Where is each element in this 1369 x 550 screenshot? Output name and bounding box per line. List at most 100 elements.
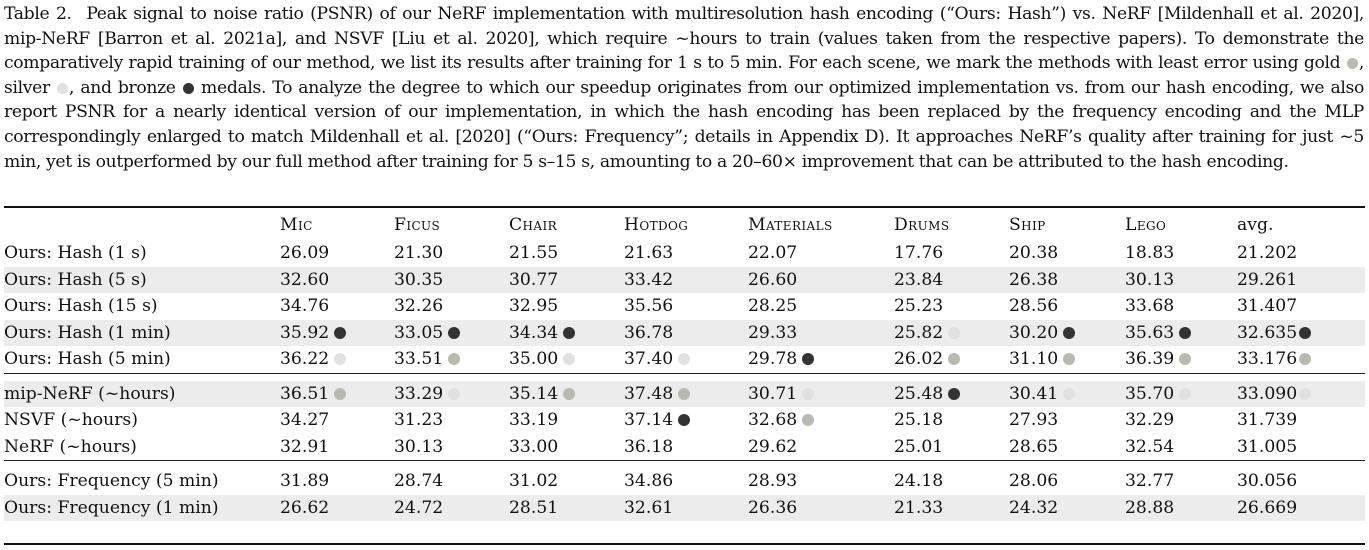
psnr-value: 29.33	[748, 322, 798, 343]
psnr-cell: 26.02	[894, 346, 1009, 373]
psnr-cell: 26.62	[280, 494, 394, 521]
header-ficus: Ficus	[394, 215, 441, 235]
method-name-cell: Ours: Hash (5 min)	[4, 349, 171, 370]
top-rule	[4, 206, 1365, 208]
psnr-cell: 28.51	[509, 494, 624, 521]
psnr-cell: 32.60	[280, 266, 394, 293]
gold-medal-icon	[563, 387, 575, 400]
psnr-value: 36.51	[280, 383, 330, 404]
method-name-cell: Ours: Frequency (5 min)	[4, 471, 219, 492]
psnr-value: 33.176	[1237, 349, 1298, 370]
psnr-cell: 26.669	[1237, 494, 1365, 521]
psnr-value: 30.13	[394, 436, 444, 457]
psnr-cell: 33.00	[509, 434, 624, 461]
bronze-medal-icon	[182, 82, 194, 94]
psnr-value: 28.74	[394, 471, 444, 492]
psnr-value: 25.18	[894, 410, 944, 431]
psnr-value: 26.62	[280, 497, 330, 518]
method-name-cell: NeRF (~hours)	[4, 436, 137, 457]
silver-medal-icon	[1299, 387, 1312, 400]
psnr-cell: 35.70	[1125, 380, 1237, 407]
psnr-value: 28.93	[748, 471, 798, 492]
silver-medal-icon	[802, 387, 814, 400]
psnr-value: 24.72	[394, 497, 444, 518]
psnr-value: 32.29	[1125, 410, 1175, 431]
method-name-cell: Ours: Frequency (1 min)	[4, 494, 280, 521]
psnr-cell: 30.13	[394, 434, 509, 461]
psnr-cell: 34.27	[280, 407, 394, 434]
psnr-cell: 26.38	[1009, 266, 1125, 293]
psnr-value: 29.62	[748, 436, 798, 457]
psnr-cell: 33.176	[1237, 346, 1365, 373]
psnr-cell: 26.36	[748, 494, 894, 521]
psnr-cell: 31.739	[1237, 407, 1365, 434]
psnr-cell: 24.72	[394, 494, 509, 521]
psnr-cell: 28.56	[1009, 293, 1125, 320]
psnr-value: 24.18	[894, 471, 944, 492]
header-ship: Ship	[1009, 215, 1046, 235]
psnr-value: 25.01	[894, 436, 944, 457]
bronze-medal-icon	[802, 353, 814, 366]
psnr-cell: 33.19	[509, 407, 624, 434]
psnr-cell: 35.63	[1125, 319, 1237, 346]
psnr-cell: 36.18	[624, 434, 748, 461]
group-separator	[4, 460, 1365, 468]
psnr-value: 26.09	[280, 243, 330, 264]
psnr-cell: 36.51	[280, 380, 394, 407]
psnr-value: 33.19	[509, 410, 559, 431]
psnr-cell: 17.76	[894, 240, 1009, 267]
group-separator	[4, 372, 1365, 381]
method-name-cell: Ours: Hash (15 s)	[4, 296, 158, 317]
psnr-value: 31.02	[509, 471, 559, 492]
silver-medal-icon	[1063, 387, 1075, 400]
psnr-cell: 25.48	[894, 380, 1009, 407]
gold-medal-icon	[1299, 353, 1312, 366]
psnr-cell: 23.84	[894, 266, 1009, 293]
psnr-cell: 26.09	[280, 240, 394, 267]
psnr-value: 35.63	[1125, 322, 1175, 343]
header-mic: Mic	[280, 215, 313, 235]
psnr-value: 29.78	[748, 349, 798, 370]
psnr-cell: 32.68	[748, 407, 894, 434]
psnr-value: 27.93	[1009, 410, 1059, 431]
psnr-cell: 37.14	[624, 407, 748, 434]
psnr-cell: 30.77	[509, 266, 624, 293]
psnr-cell: 27.93	[1009, 407, 1125, 434]
bronze-medal-icon	[678, 414, 690, 427]
bronze-medal-icon	[1299, 326, 1312, 339]
psnr-value: 28.88	[1125, 497, 1175, 518]
psnr-cell: 21.63	[624, 240, 748, 267]
header-avg: avg.	[1237, 215, 1274, 235]
psnr-cell: 25.82	[894, 319, 1009, 346]
psnr-cell: 34.34	[509, 319, 624, 346]
method-name-cell: Ours: Hash (1 min)	[4, 319, 280, 346]
psnr-cell: 37.48	[624, 380, 748, 407]
psnr-value: 33.29	[394, 383, 444, 404]
psnr-value: 29.261	[1237, 269, 1298, 290]
silver-medal-icon	[1179, 387, 1191, 400]
psnr-cell: 32.635	[1237, 319, 1365, 346]
psnr-cell: 34.76	[280, 293, 394, 320]
silver-medal-icon	[57, 82, 69, 94]
psnr-cell: 28.25	[748, 293, 894, 320]
psnr-value: 37.48	[624, 383, 674, 404]
psnr-value: 26.02	[894, 349, 944, 370]
psnr-value: 32.77	[1125, 471, 1175, 492]
psnr-value: 21.55	[509, 243, 559, 264]
psnr-value: 21.30	[394, 243, 444, 264]
psnr-cell: 28.74	[394, 468, 509, 495]
psnr-value: 25.23	[894, 296, 944, 317]
psnr-cell: 22.07	[748, 240, 894, 267]
psnr-cell: 33.29	[394, 380, 509, 407]
header-drums: Drums	[894, 215, 950, 235]
table-caption: Table 2. Peak signal to noise ratio (PSN…	[4, 2, 1364, 174]
psnr-value: 28.51	[509, 497, 559, 518]
psnr-cell: 33.42	[624, 266, 748, 293]
header-method	[4, 210, 280, 240]
psnr-cell: 33.05	[394, 319, 509, 346]
psnr-value: 33.42	[624, 269, 674, 290]
gold-medal-icon	[948, 353, 960, 366]
psnr-value: 32.61	[624, 497, 674, 518]
psnr-value: 31.10	[1009, 349, 1059, 370]
psnr-cell: 32.54	[1125, 434, 1237, 461]
